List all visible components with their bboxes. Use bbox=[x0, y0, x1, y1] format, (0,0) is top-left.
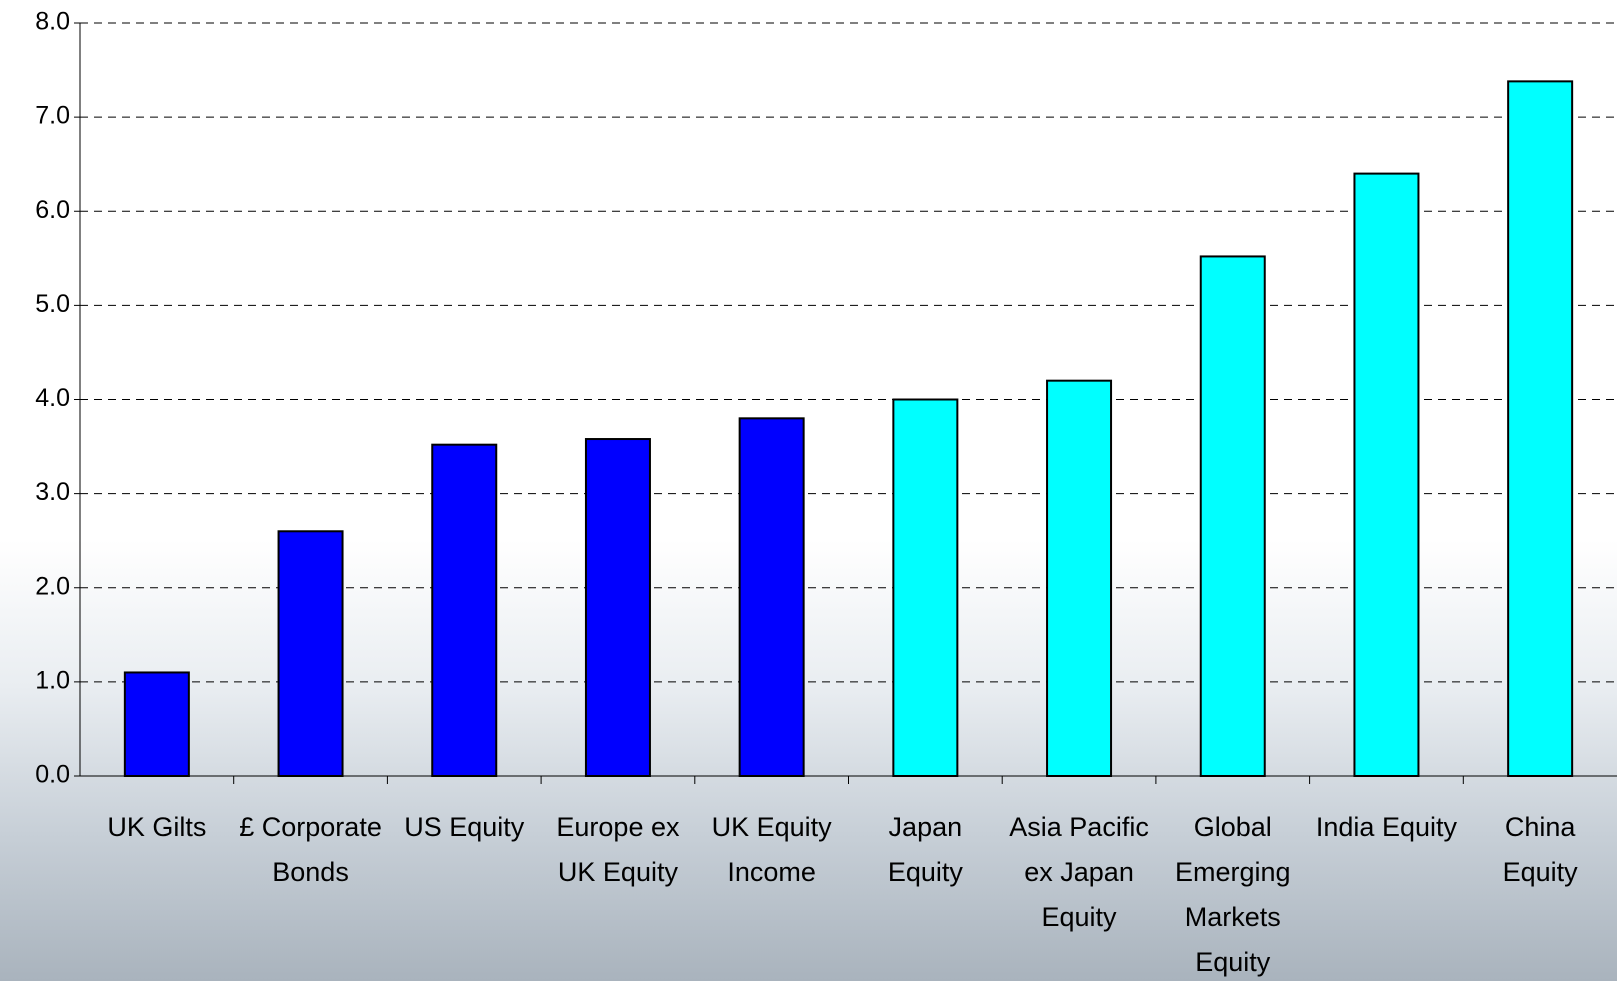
x-tick-label: Japan Equity bbox=[852, 805, 998, 895]
bar bbox=[1047, 381, 1111, 776]
x-tick-label: India Equity bbox=[1313, 805, 1459, 850]
x-tick-label: UK Gilts bbox=[84, 805, 230, 850]
bar bbox=[1201, 256, 1265, 776]
y-tick-label: 2.0 bbox=[35, 572, 70, 600]
bar bbox=[1508, 81, 1572, 776]
y-tick-label: 3.0 bbox=[35, 478, 70, 506]
chart: 0.0 1.0 2.0 3.0 4.0 5.0 6.0 7.0 8.0 UK Gilts£ Co… bbox=[0, 0, 1617, 981]
bar bbox=[586, 439, 650, 776]
x-tick-label: Global Emerging Markets Equity bbox=[1160, 805, 1306, 981]
y-tick-label: 7.0 bbox=[35, 102, 70, 130]
bar bbox=[279, 531, 343, 776]
y-tick-label: 4.0 bbox=[35, 384, 70, 412]
bar bbox=[893, 400, 957, 777]
x-tick-label: US Equity bbox=[391, 805, 537, 850]
x-tick-label: £ Corporate Bonds bbox=[238, 805, 384, 895]
x-tick-label: Asia Pacific ex Japan Equity bbox=[1006, 805, 1152, 940]
x-tick-label: Europe ex UK Equity bbox=[545, 805, 691, 895]
x-tick-label: China Equity bbox=[1467, 805, 1613, 895]
bar bbox=[740, 418, 804, 776]
y-tick-label: 0.0 bbox=[35, 761, 70, 789]
y-tick-label: 6.0 bbox=[35, 196, 70, 224]
bar bbox=[1354, 174, 1418, 776]
y-tick-label: 5.0 bbox=[35, 290, 70, 318]
bar bbox=[125, 672, 189, 776]
y-tick-label: 1.0 bbox=[35, 666, 70, 694]
y-tick-label: 8.0 bbox=[35, 8, 70, 36]
x-tick-label: UK Equity Income bbox=[699, 805, 845, 895]
bar bbox=[432, 445, 496, 776]
